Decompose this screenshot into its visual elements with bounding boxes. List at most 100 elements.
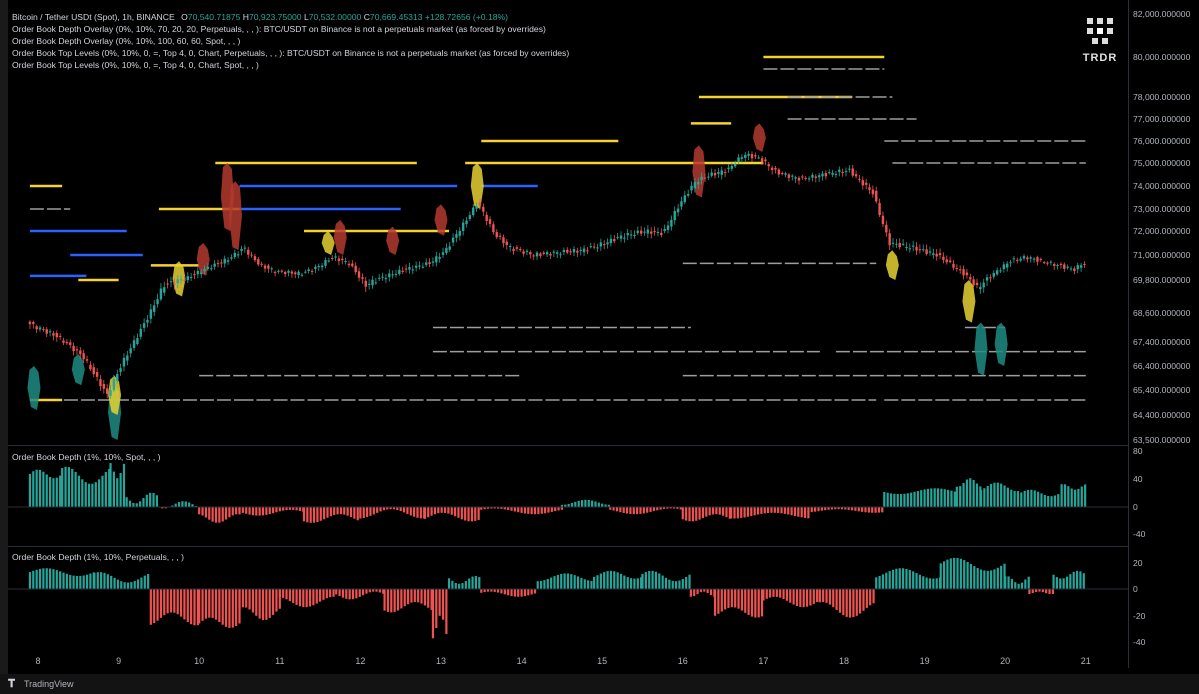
- candle-body: [740, 157, 744, 159]
- spot-depth-bar: [533, 507, 537, 515]
- perp-depth-bar: [413, 589, 416, 603]
- candle-body: [639, 230, 643, 234]
- perp-depth-bar: [208, 589, 211, 618]
- depth-blob-red-7: [692, 145, 706, 198]
- time-tick-label: 12: [355, 656, 366, 666]
- spot-depth-bar: [943, 489, 946, 507]
- perp-depth-bar: [925, 577, 928, 589]
- candle-body: [448, 246, 451, 250]
- perp-depth-bar: [423, 589, 426, 606]
- candle-body: [196, 270, 200, 275]
- perp-depth-bar: [619, 573, 623, 589]
- spot-depth-bar: [241, 507, 244, 513]
- candle-body: [972, 279, 975, 286]
- spot-depth-bar: [916, 490, 919, 507]
- candle-body: [707, 176, 710, 178]
- candle-body: [566, 249, 569, 253]
- spot-depth-bar: [128, 500, 132, 507]
- spot-depth-bar: [662, 507, 666, 509]
- spot-depth-bar: [777, 507, 780, 513]
- perp-depth-bar: [560, 573, 563, 589]
- spot-depth-bar: [316, 507, 319, 522]
- tradingview-brand[interactable]: TradingView: [24, 679, 74, 689]
- spot-depth-bar: [810, 507, 813, 513]
- spot-depth-bar: [155, 495, 158, 507]
- candle-body: [539, 253, 542, 256]
- spot-depth-bar: [490, 507, 493, 509]
- perp-depth-bar: [966, 561, 969, 589]
- spot-depth-bar: [419, 507, 422, 519]
- candle-body: [280, 270, 284, 272]
- perp-depth-bar: [973, 566, 976, 589]
- spot-depth-bar: [108, 468, 111, 507]
- spot-depth-bar: [152, 492, 155, 507]
- candle-body: [703, 177, 707, 179]
- perp-depth-bar: [214, 589, 218, 620]
- spot-depth-bar: [580, 500, 584, 507]
- candle-body: [804, 177, 807, 179]
- spot-depth-bar: [983, 488, 986, 507]
- perp-depth-bar: [674, 581, 678, 589]
- spot-depth-bar: [389, 507, 392, 510]
- spot-depth-bar: [1000, 483, 1003, 507]
- perp-depth-bar: [298, 589, 302, 607]
- candle-body: [72, 345, 75, 352]
- candle-body: [398, 269, 401, 275]
- perp-depth-bar: [805, 589, 809, 607]
- perp-depth-bar: [969, 564, 973, 589]
- spot-depth-bar: [753, 507, 756, 516]
- spot-depth-bar: [135, 503, 138, 507]
- indicator-legend-1[interactable]: Order Book Depth Overlay (0%, 10%, 70, 2…: [12, 24, 546, 34]
- candle-body: [999, 270, 1002, 272]
- candle-body: [310, 271, 314, 273]
- spot-depth-bar: [728, 507, 731, 519]
- perp-depth-bar: [696, 589, 699, 595]
- perp-depth-bar: [1072, 571, 1075, 589]
- depth-blob-teal-11: [974, 322, 988, 376]
- spot-depth-bar: [656, 507, 659, 511]
- spot-depth-bar: [1057, 494, 1060, 507]
- perp-depth-bar: [201, 589, 204, 621]
- perp-depth-bar: [908, 569, 911, 589]
- candle-body: [176, 279, 179, 284]
- candle-body: [257, 259, 260, 265]
- perp-depth-pane-label[interactable]: Order Book Depth (1%, 10%, Perpetuals, ,…: [12, 552, 184, 562]
- perp-depth-bar: [42, 568, 45, 589]
- tradingview-icon[interactable]: 𝐓: [8, 678, 16, 690]
- candle-body: [764, 159, 767, 162]
- spot-depth-bar: [38, 469, 42, 507]
- perp-depth-bar: [403, 589, 406, 607]
- perp-depth-bar: [100, 572, 103, 589]
- candle-body: [75, 349, 79, 351]
- candle-body: [811, 174, 814, 178]
- candle-body: [263, 265, 267, 269]
- candle-body: [455, 234, 458, 238]
- candle-body: [82, 353, 85, 360]
- perp-depth-bar: [852, 589, 855, 618]
- perp-depth-bar: [1010, 578, 1014, 589]
- candle-body: [233, 252, 236, 258]
- candle-body: [1053, 263, 1056, 266]
- spot-depth-bar: [1063, 484, 1067, 507]
- perp-depth-bar: [332, 589, 335, 597]
- candle-body: [357, 271, 361, 278]
- spot-depth-bar: [278, 507, 281, 512]
- symbol-legend[interactable]: Bitcoin / Tether USDt (Spot), 1h, BINANC…: [12, 12, 508, 23]
- perp-depth-bar: [641, 573, 644, 589]
- candle-body: [569, 251, 572, 253]
- perp-depth-bar: [1031, 589, 1034, 594]
- perp-depth-bar: [329, 589, 332, 598]
- candle-body: [156, 299, 159, 305]
- spot-depth-bar: [132, 502, 135, 507]
- spot-depth-pane-label[interactable]: Order Book Depth (1%, 10%, Spot, , , ): [12, 452, 161, 462]
- spot-depth-bar: [793, 507, 797, 516]
- spot-depth-bar: [302, 507, 306, 522]
- candle-body: [441, 252, 445, 255]
- indicator-legend-3[interactable]: Order Book Top Levels (0%, 10%, 0, =, To…: [12, 48, 570, 58]
- indicator-legend-4[interactable]: Order Book Top Levels (0%, 10%, 0, =, To…: [12, 60, 259, 70]
- perp-depth-bar: [922, 576, 925, 589]
- indicator-legend-2[interactable]: Order Book Depth Overlay (0%, 10%, 100, …: [12, 36, 241, 46]
- perp-depth-bar: [543, 580, 546, 589]
- candle-body: [367, 283, 371, 285]
